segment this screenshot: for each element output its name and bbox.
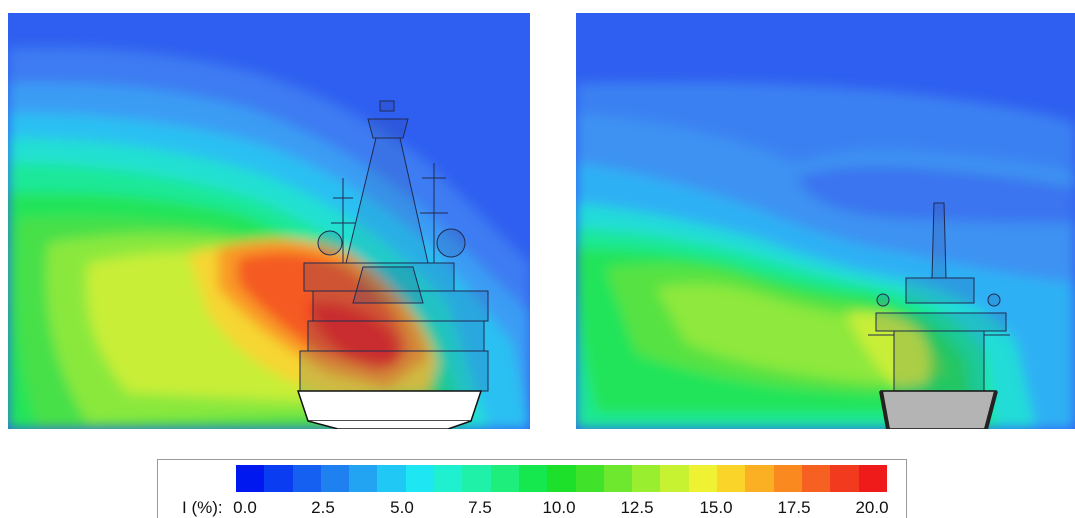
tick-label: 20.0: [855, 498, 889, 517]
hull: [880, 390, 997, 429]
colorbar-swatch: [349, 465, 378, 492]
tick-label: 10.0: [542, 498, 576, 517]
colorbar-swatch: [405, 465, 435, 492]
colorbar-swatch: [490, 465, 519, 492]
hull: [296, 390, 483, 422]
colorbar-swatch: [632, 465, 661, 492]
colorbar: [236, 465, 887, 492]
colorbar-swatch: [688, 465, 718, 492]
colorbar-swatch: [801, 465, 831, 492]
colorbar-swatch: [575, 465, 604, 492]
tick-label: 2.5: [311, 498, 335, 517]
tick-label: 5.0: [390, 498, 414, 517]
colorbar-swatch: [660, 465, 689, 492]
colorbar-swatch: [858, 465, 887, 492]
colorbar-swatch: [462, 465, 491, 492]
colorbar-swatch: [320, 465, 350, 492]
tick-label: 15.0: [699, 498, 733, 517]
colorbar-swatch: [434, 465, 463, 492]
colorbar-swatch: [518, 465, 548, 492]
colorbar-swatch: [547, 465, 576, 492]
color-legend: I (%): 0.0 2.5 5.0 7.5 10.0 12.5 15.0 17…: [157, 459, 907, 518]
tick-label: 12.5: [620, 498, 654, 517]
colorbar-swatch: [717, 465, 746, 492]
colorbar-swatch: [830, 465, 859, 492]
colorbar-swatch: [292, 465, 321, 492]
contour-plot-right: [576, 13, 1075, 429]
colorbar-swatch: [236, 465, 265, 492]
colorbar-swatch: [603, 465, 633, 492]
tick-label: 7.5: [468, 498, 492, 517]
colorbar-swatch: [745, 465, 774, 492]
colorbar-swatch: [773, 465, 802, 492]
colorbar-swatch: [377, 465, 406, 492]
legend-title: I (%):: [182, 498, 223, 517]
colorbar-swatch: [264, 465, 293, 492]
tick-label: 17.5: [777, 498, 811, 517]
contour-plot-left: [8, 13, 530, 429]
tick-label: 0.0: [233, 498, 257, 517]
